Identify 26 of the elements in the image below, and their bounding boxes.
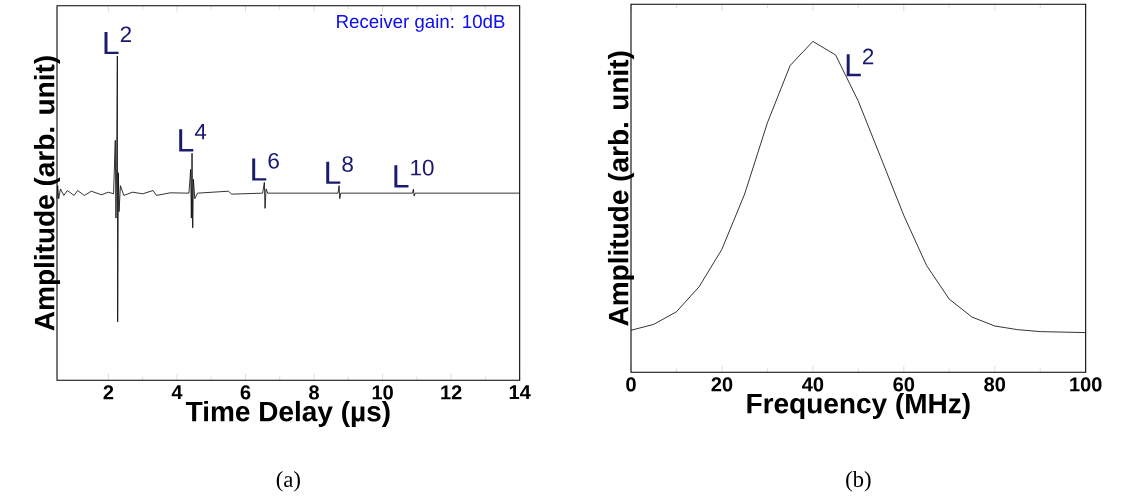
annotation: L$^{6}$: [252, 152, 279, 181]
x-tick-label: 60: [893, 377, 915, 392]
x-axis-title: Frequency (MHz): [747, 392, 970, 419]
x-tick-label: 100: [1070, 377, 1102, 392]
annotation: L$^{4}$: [179, 123, 207, 152]
y-axis-title: Amplitude (arb. unit): [33, 56, 61, 331]
x-tick-label: 14: [509, 385, 531, 400]
x-tick-label: 2: [103, 385, 114, 400]
annotation: L$^{2}$: [104, 26, 131, 55]
x-tick-label: 0: [626, 377, 636, 392]
y-axis-title: Amplitude (arb. unit): [607, 51, 635, 326]
text: (b): [846, 471, 871, 492]
x-tick-label: 4: [171, 385, 183, 400]
x-tick-label: 80: [984, 377, 1006, 392]
x-tick-label: 40: [802, 377, 824, 392]
x-axis-title: Time Delay (µs): [185, 400, 390, 427]
x-tick-label: 10: [372, 385, 393, 400]
x-tick-label: 12: [441, 385, 462, 400]
x-tick-label: 20: [711, 377, 733, 392]
annotation: L$^{8}$: [326, 156, 353, 184]
x-tick-label: 6: [240, 385, 251, 400]
annotation: L$^{10}$: [394, 159, 434, 188]
text: Receiver gain: 10dB: [337, 14, 505, 32]
x-tick-label: 8: [309, 385, 319, 400]
text: (a): [276, 471, 300, 492]
annotation: L$^{2}$: [846, 48, 874, 77]
